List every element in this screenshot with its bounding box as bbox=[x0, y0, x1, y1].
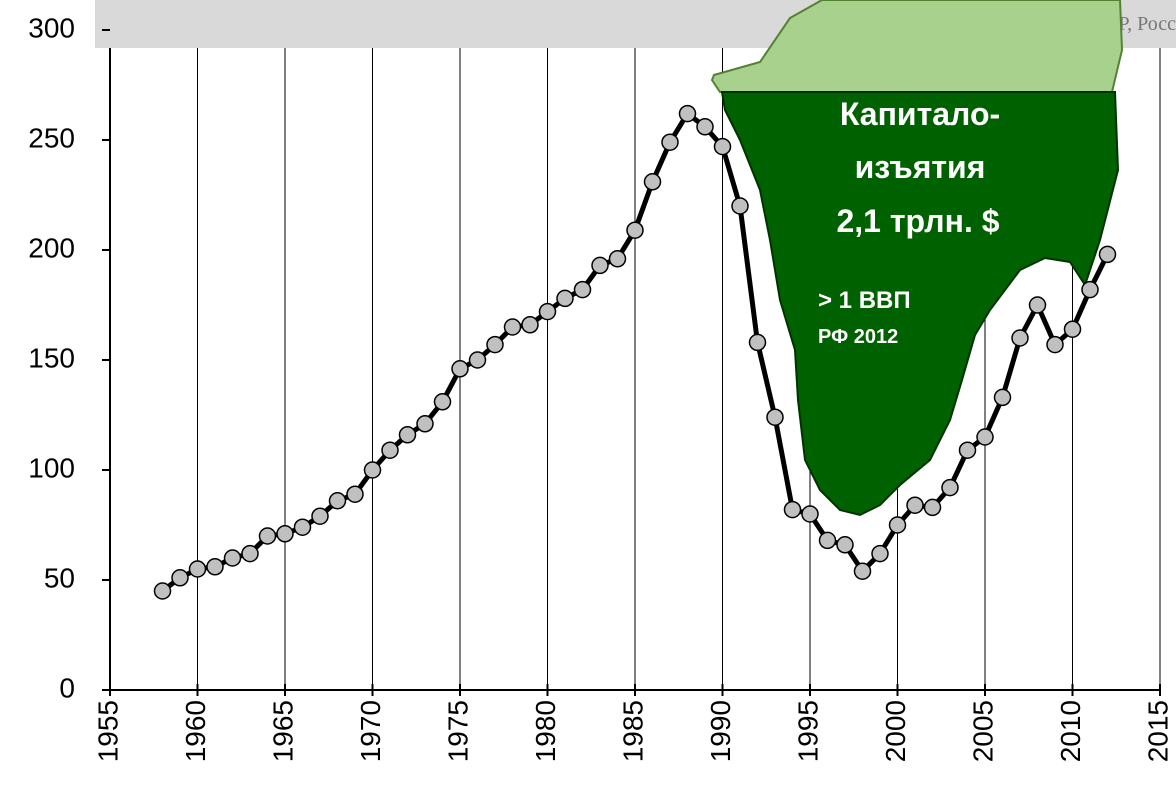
y-tick-label: 250 bbox=[28, 122, 75, 153]
x-tick-label: 1955 bbox=[92, 700, 123, 762]
marker bbox=[346, 485, 364, 503]
marker bbox=[801, 505, 819, 523]
marker bbox=[661, 133, 679, 151]
marker bbox=[713, 137, 732, 156]
marker bbox=[416, 415, 434, 433]
x-tick-label: 1975 bbox=[442, 700, 473, 762]
y-tick-label: 50 bbox=[44, 562, 75, 593]
annotation: изъятия bbox=[855, 149, 986, 185]
annotation: Капитало- bbox=[840, 96, 1000, 132]
x-tick-label: 1980 bbox=[530, 700, 561, 762]
marker bbox=[363, 461, 382, 479]
marker bbox=[923, 498, 942, 517]
marker bbox=[171, 569, 189, 587]
iceberg bbox=[720, 91, 1120, 517]
marker bbox=[976, 428, 994, 446]
marker bbox=[906, 496, 924, 514]
marker bbox=[153, 582, 172, 600]
marker bbox=[433, 393, 452, 411]
marker bbox=[276, 525, 294, 543]
x-tick-label: 1990 bbox=[705, 700, 736, 762]
marker bbox=[871, 544, 889, 563]
marker bbox=[258, 527, 277, 545]
marker bbox=[311, 507, 329, 525]
marker bbox=[381, 441, 399, 459]
marker bbox=[1028, 296, 1047, 314]
y-tick-label: 200 bbox=[28, 232, 75, 263]
marker bbox=[188, 560, 207, 578]
annotation: 2,1 трлн. $ bbox=[836, 203, 999, 239]
x-tick-label: 2000 bbox=[880, 700, 911, 762]
marker bbox=[486, 335, 504, 354]
marker bbox=[538, 302, 557, 321]
marker bbox=[626, 221, 644, 239]
marker bbox=[608, 250, 627, 268]
marker bbox=[941, 478, 959, 497]
marker bbox=[853, 562, 872, 580]
marker bbox=[591, 256, 609, 275]
marker bbox=[958, 441, 977, 459]
marker bbox=[293, 518, 312, 536]
marker bbox=[521, 316, 539, 334]
y-tick-label: 300 bbox=[28, 12, 75, 43]
marker bbox=[783, 500, 802, 519]
x-tick-label: 1965 bbox=[267, 700, 298, 762]
y-tick-label: 150 bbox=[28, 342, 75, 373]
y-tick-label: 100 bbox=[28, 452, 75, 483]
marker bbox=[223, 549, 242, 567]
marker bbox=[888, 516, 907, 534]
marker bbox=[1081, 280, 1099, 299]
marker bbox=[818, 531, 837, 550]
marker bbox=[206, 558, 224, 576]
x-tick-label: 2010 bbox=[1055, 700, 1086, 762]
marker bbox=[1046, 335, 1064, 354]
x-tick-label: 1960 bbox=[180, 700, 211, 762]
y-tick-label: 0 bbox=[59, 672, 75, 703]
x-tick-label: 1970 bbox=[355, 700, 386, 762]
marker bbox=[836, 536, 854, 554]
marker bbox=[1063, 320, 1082, 338]
marker bbox=[328, 492, 347, 510]
marker bbox=[241, 544, 259, 563]
marker bbox=[678, 104, 697, 123]
marker bbox=[1098, 245, 1117, 264]
marker bbox=[748, 333, 767, 352]
x-tick-label: 1985 bbox=[617, 700, 648, 762]
marker bbox=[643, 173, 662, 191]
x-tick-label: 1995 bbox=[792, 700, 823, 762]
marker bbox=[398, 426, 417, 444]
x-tick-label: 2015 bbox=[1142, 700, 1173, 762]
annotation: РФ 2012 bbox=[818, 326, 898, 348]
marker bbox=[993, 388, 1012, 407]
x-tick-label: 2005 bbox=[967, 700, 998, 762]
marker bbox=[731, 197, 749, 215]
annotation: > 1 ВВП bbox=[818, 287, 911, 314]
marker bbox=[451, 360, 469, 378]
marker bbox=[1011, 329, 1029, 347]
marker bbox=[503, 318, 522, 336]
marker bbox=[696, 118, 714, 136]
marker bbox=[556, 289, 574, 308]
marker bbox=[468, 351, 487, 369]
marker bbox=[573, 280, 592, 299]
marker bbox=[766, 408, 784, 426]
